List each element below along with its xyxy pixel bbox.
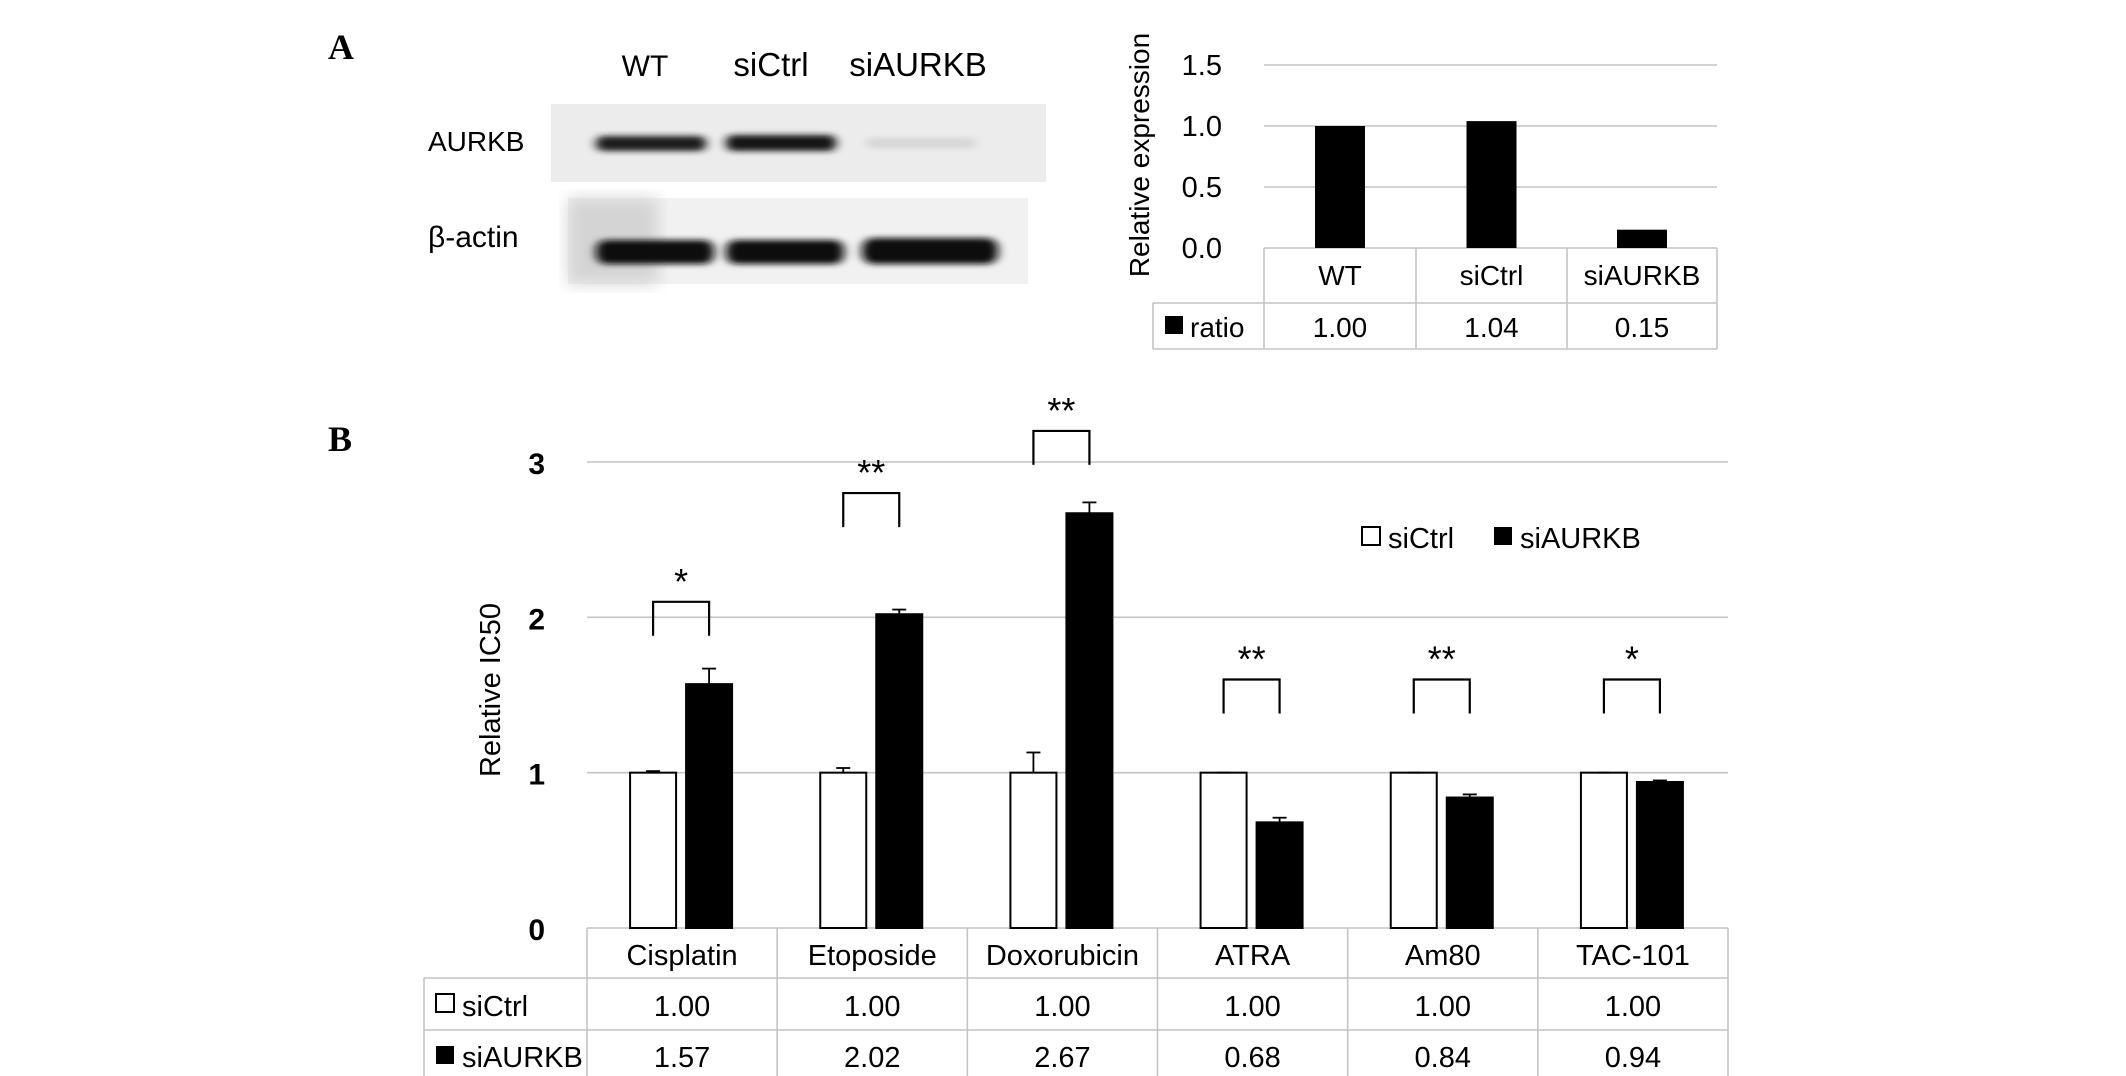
data-label: 1.57: [654, 1042, 710, 1074]
bar-siaurkb: [1617, 229, 1667, 248]
y-axis-title: Relative IC50: [475, 603, 507, 777]
y-tick-label: 1.5: [1182, 50, 1222, 82]
significance-bracket: [1412, 678, 1471, 714]
category-label: TAC-101: [1576, 940, 1690, 972]
row-header-sictrl: siCtrl: [462, 991, 528, 1023]
significance-marker: *: [1625, 638, 1639, 679]
lane-label-wt: WT: [622, 50, 669, 83]
band-aurkb-siaurkb: [866, 138, 976, 148]
band-actin-siaurkb: [862, 238, 998, 264]
series-label-ratio: ratio: [1190, 312, 1244, 343]
significance-marker: **: [1428, 638, 1456, 679]
data-label: 0.84: [1415, 1042, 1471, 1074]
significance-marker: **: [857, 452, 885, 493]
significance-marker: *: [674, 561, 688, 602]
bar-sictrl-cisplatin: [629, 771, 678, 930]
bar-sictrl-am80: [1389, 771, 1438, 930]
significance-marker: **: [1238, 638, 1266, 679]
category-label: WT: [1318, 260, 1362, 291]
data-label: 1.00: [1415, 991, 1471, 1023]
panel-label-a: A: [328, 27, 354, 67]
data-label: 1.00: [1605, 991, 1661, 1023]
bar-siaurkb-cisplatin: [685, 683, 734, 929]
y-tick-label: 3: [528, 448, 545, 481]
legend-swatch-siaurkb: [1494, 527, 1512, 545]
row-header-siaurkb: siAURKB: [462, 1042, 583, 1074]
lane-label-sictrl: siCtrl: [733, 46, 808, 83]
y-tick-label: 1: [528, 759, 545, 792]
significance-bracket: [1602, 678, 1662, 714]
significance-bracket: [1222, 678, 1281, 714]
band-aurkb-wt: [596, 136, 706, 151]
data-label: 1.00: [844, 991, 900, 1023]
legend-label-sictrl: siCtrl: [1388, 523, 1454, 555]
y-tick-label: 0.0: [1182, 233, 1222, 265]
category-label: siCtrl: [1460, 260, 1524, 291]
row-label-actin: β-actin: [428, 221, 519, 254]
bar-wt: [1315, 126, 1365, 248]
data-label: 2.67: [1034, 1042, 1090, 1074]
data-label: 0.94: [1605, 1042, 1661, 1074]
data-label: 0.68: [1224, 1042, 1280, 1074]
category-label: siAURKB: [1584, 260, 1701, 291]
category-label: ATRA: [1215, 940, 1291, 972]
data-label: 1.00: [1034, 991, 1090, 1023]
significance-marker: **: [1047, 390, 1075, 431]
legend-swatch-ratio: [1165, 316, 1183, 334]
bar-sictrl-atra: [1199, 771, 1248, 930]
table-swatch-siaurkb: [436, 1046, 454, 1064]
lane-label-siaurkb: siAURKB: [849, 46, 987, 83]
significance-bracket: [842, 491, 901, 528]
bar-sictrl: [1466, 121, 1517, 248]
bar-siaurkb-atra: [1255, 821, 1304, 930]
y-tick-label: 0: [528, 914, 545, 947]
significance-bracket: [651, 600, 711, 636]
bar-sictrl-etoposide: [819, 771, 868, 930]
category-label: Doxorubicin: [986, 940, 1139, 972]
data-label: 1.00: [1313, 312, 1368, 343]
bar-siaurkb-etoposide: [875, 613, 924, 930]
data-label: 0.15: [1615, 312, 1670, 343]
significance-bracket: [1032, 429, 1091, 465]
category-label: Am80: [1405, 940, 1481, 972]
data-label: 1.04: [1464, 312, 1519, 343]
bar-sictrl-doxorubicin: [1009, 771, 1058, 930]
bar-siaurkb-tac-101: [1635, 780, 1684, 930]
y-axis-title: Relative expression: [1124, 33, 1155, 277]
table-swatch-sictrl: [435, 993, 455, 1013]
band-aurkb-sictrl: [726, 135, 836, 151]
data-label: 1.00: [654, 991, 710, 1023]
data-label: 2.02: [844, 1042, 900, 1074]
row-label-aurkb: AURKB: [428, 126, 524, 157]
y-tick-label: 1.0: [1182, 111, 1222, 143]
legend-swatch-sictrl: [1361, 526, 1381, 546]
bar-siaurkb-am80: [1445, 796, 1494, 930]
legend-label-siaurkb: siAURKB: [1520, 523, 1641, 555]
band-actin-sictrl: [726, 240, 844, 264]
data-label: 1.00: [1224, 991, 1280, 1023]
y-tick-label: 0.5: [1182, 172, 1222, 204]
panel-label-b: B: [328, 419, 353, 459]
category-label: Cisplatin: [626, 940, 737, 972]
band-actin-wt: [596, 240, 714, 264]
category-label: Etoposide: [808, 940, 937, 972]
bar-siaurkb-doxorubicin: [1065, 512, 1114, 929]
bar-sictrl-tac-101: [1579, 771, 1628, 930]
y-tick-label: 2: [528, 603, 545, 636]
